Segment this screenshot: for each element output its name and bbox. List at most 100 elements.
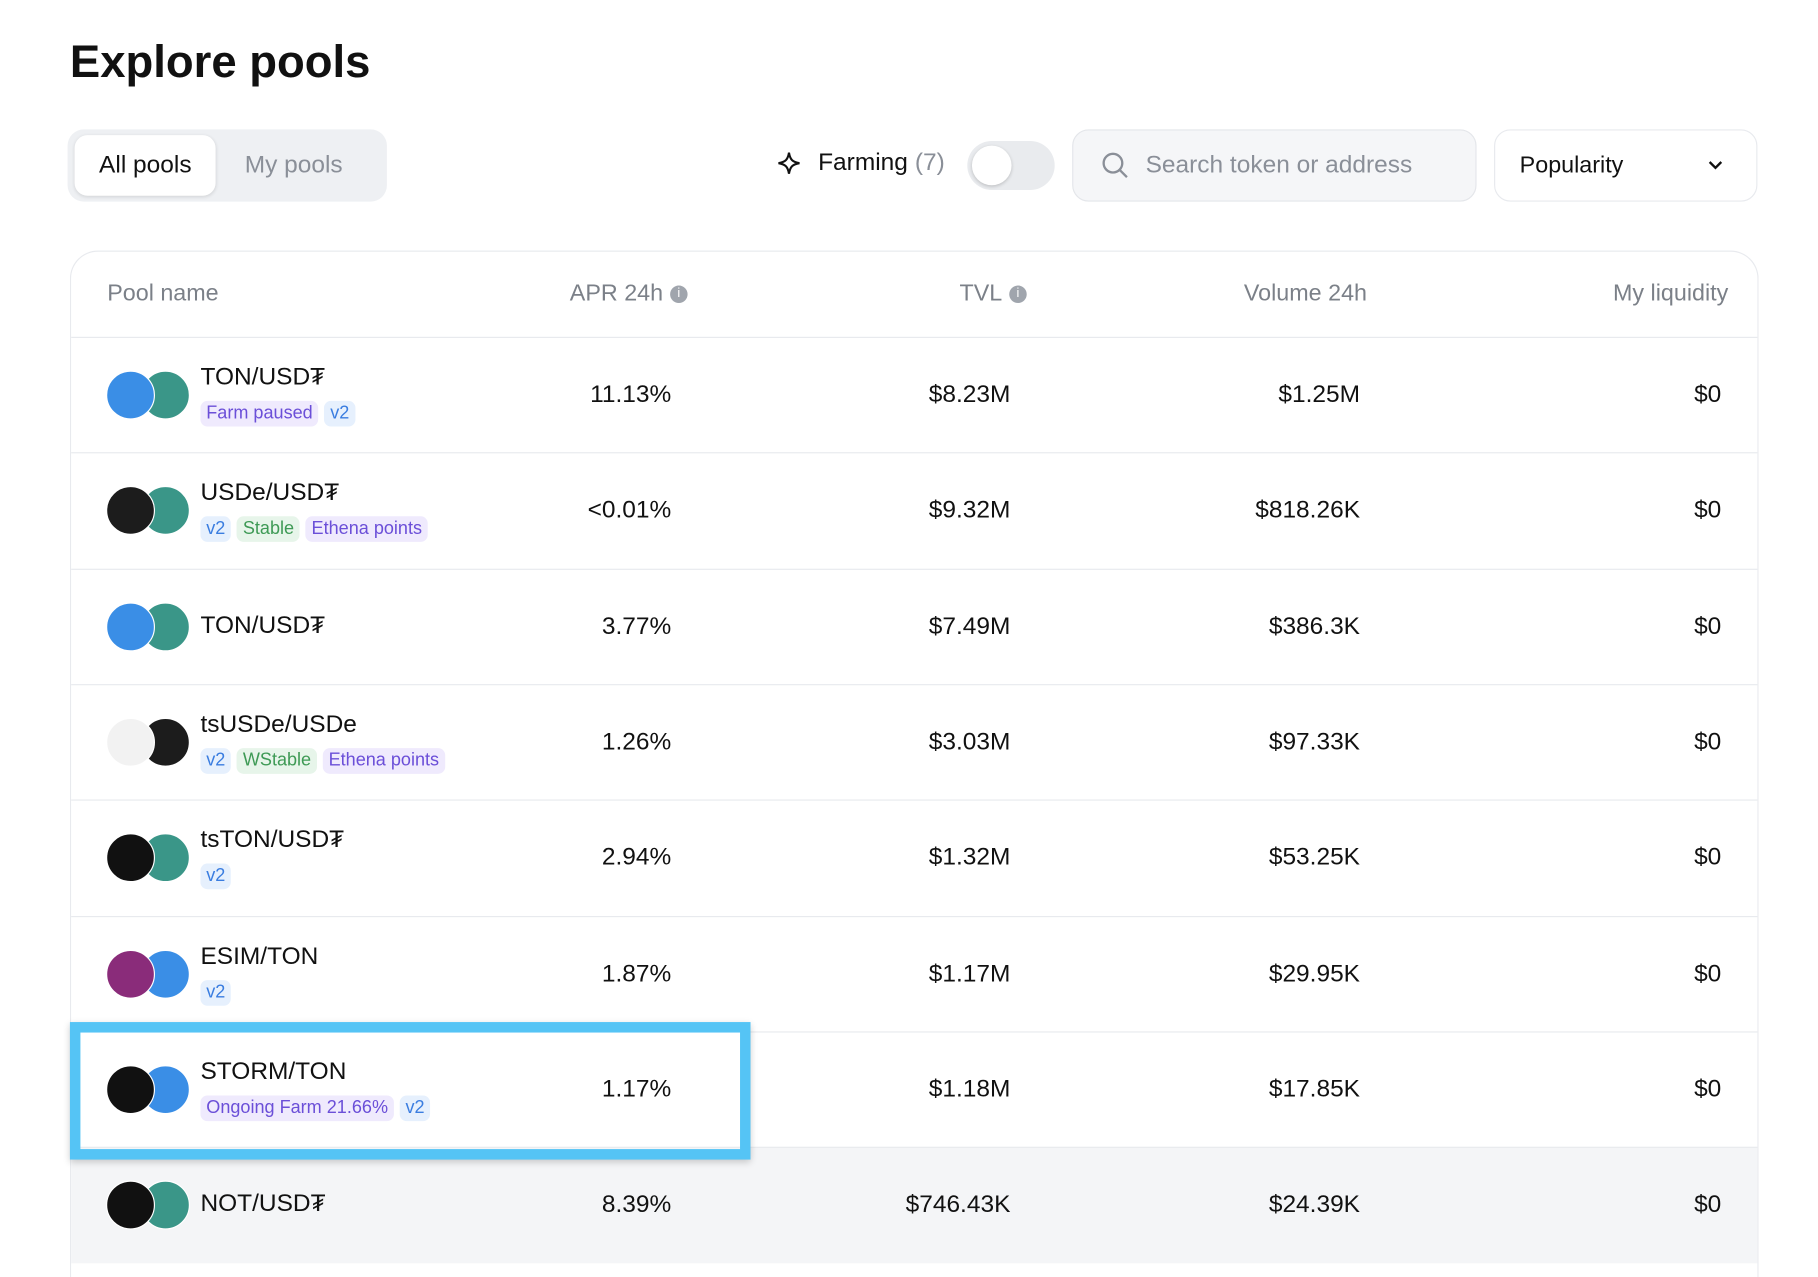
pool-name: TON/USD₮ (200, 363, 326, 391)
tvl-value: $8.23M (928, 381, 1011, 408)
tag: Farm paused (200, 400, 319, 427)
tag-list: v2 (200, 863, 232, 890)
search-icon (1102, 152, 1128, 178)
column-label: Volume 24h (1243, 280, 1368, 307)
info-icon[interactable]: i (1009, 285, 1027, 304)
tvl-value: $1.18M (928, 1075, 1011, 1103)
apr-value: 1.87% (601, 959, 672, 987)
tab[interactable]: All pools (74, 135, 217, 196)
tag-list: v2 WStable Ethena points (200, 748, 445, 774)
tag: v2 (200, 516, 232, 543)
token-icon (106, 486, 155, 536)
farming-label: Farming (818, 149, 908, 176)
tab[interactable]: My pools (244, 151, 343, 179)
token-icon (106, 1064, 155, 1114)
apr-value: 3.77% (601, 612, 672, 640)
tag: Ethena points (322, 748, 445, 774)
search-placeholder: Search token or address (1145, 151, 1413, 179)
page-title: Explore pools (69, 37, 371, 88)
sort-label: Popularity (1519, 152, 1624, 179)
liquidity-value: $0 (1694, 959, 1722, 987)
tag-list: v2 (200, 979, 232, 1006)
liquidity-value: $0 (1694, 381, 1722, 408)
liquidity-value: $0 (1694, 843, 1722, 871)
column-header[interactable]: TVL i (959, 280, 1027, 308)
volume-value: $29.95K (1268, 959, 1361, 987)
tag: Stable (237, 516, 300, 543)
column-header[interactable]: APR 24h i (570, 281, 688, 308)
token-icon (106, 717, 155, 767)
pool-row[interactable]: tsUSDe/USDe v2 WStable Ethena points 1.26% $3… (71, 683, 1758, 801)
pool-name: TON/USD₮ (200, 611, 326, 639)
info-icon[interactable]: i (670, 285, 688, 304)
pool-row[interactable]: TON/USD₮ Farm paused v2 11.13% $8.23M $1.25M $… (71, 336, 1758, 454)
tabs: All pools My pools (67, 129, 387, 202)
tvl-value: $9.32M (928, 496, 1011, 524)
tag-list: Ongoing Farm 21.66% v2 (200, 1095, 431, 1121)
pool-name: tsUSDe/USDe (200, 710, 357, 738)
liquidity-value: $0 (1694, 1075, 1722, 1103)
tag: v2 (324, 400, 356, 427)
pool-name: STORM/TON (200, 1057, 347, 1085)
sparkle-icon (778, 152, 800, 174)
column-header[interactable]: Volume 24h (1244, 281, 1367, 308)
apr-value: 2.94% (601, 843, 672, 871)
apr-value: <0.01% (587, 496, 672, 524)
search-box[interactable]: Search token or address (1072, 129, 1477, 202)
tvl-value: $1.17M (928, 959, 1011, 987)
tag-list: v2 Stable Ethena points (200, 516, 428, 543)
token-icon (106, 1180, 155, 1230)
tvl-value: $7.49M (928, 612, 1011, 640)
liquidity-value: $0 (1694, 496, 1722, 524)
pools-table: Pool name APR 24h i TVL i Volume 24h My liquid… (69, 250, 1759, 1277)
tvl-value: $746.43K (905, 1191, 1011, 1218)
chevron (1708, 161, 1723, 170)
token-icon (106, 949, 155, 999)
volume-value: $818.26K (1255, 496, 1361, 524)
apr-value: 1.26% (601, 728, 672, 756)
pool-row[interactable]: ESIM/TON v2 1.87% $1.17M $29.95K $0 (71, 915, 1758, 1032)
token-icon (106, 370, 155, 420)
tag: Ongoing Farm 21.66% (200, 1095, 394, 1121)
pool-row[interactable]: TON/USD₮ 3.77% $7.49M $386.3K $0 (71, 568, 1758, 685)
pool-name: USDe/USD₮ (200, 479, 340, 507)
pool-row[interactable]: tsTON/USD₮ v2 2.94% $1.32M $53.25K $0 (71, 799, 1758, 917)
column-label: Pool name (107, 280, 219, 307)
highlight-box (69, 1021, 751, 1160)
farming-filter[interactable]: Farming (7) (776, 149, 945, 177)
tag: v2 (200, 863, 232, 890)
sort-dropdown[interactable]: Popularity (1494, 129, 1758, 202)
farming-toggle[interactable] (967, 141, 1055, 190)
volume-value: $17.85K (1268, 1075, 1361, 1103)
liquidity-value: $0 (1694, 728, 1722, 756)
volume-value: $53.25K (1268, 843, 1361, 871)
volume-value: $1.25M (1278, 381, 1361, 408)
pool-name: ESIM/TON (200, 942, 319, 970)
pool-row[interactable]: USDe/USD₮ v2 Stable Ethena points <0.01% $9.3… (71, 452, 1758, 570)
tvl-value: $1.32M (928, 843, 1011, 871)
apr-value: 8.39% (601, 1191, 672, 1218)
apr-value: 1.17% (601, 1075, 672, 1103)
liquidity-value: $0 (1694, 1191, 1722, 1218)
pool-name: tsTON/USD₮ (200, 826, 345, 854)
farming-count: (7) (914, 149, 945, 176)
tag: v2 (200, 979, 232, 1006)
column-label: TVL (959, 280, 1003, 307)
column-header[interactable]: My liquidity (1613, 281, 1728, 308)
tag: WStable (237, 748, 317, 774)
column-header[interactable]: Pool name (107, 281, 218, 308)
volume-value: $97.33K (1268, 728, 1361, 756)
tag: v2 (399, 1095, 431, 1121)
tvl-value: $3.03M (928, 728, 1011, 756)
volume-value: $24.39K (1268, 1191, 1361, 1218)
tag-list: Farm paused v2 (200, 400, 356, 427)
apr-value: 11.13% (590, 381, 672, 408)
column-label: My liquidity (1613, 280, 1729, 307)
pool-row[interactable]: NOT/USD₮ 8.39% $746.43K $24.39K $0 (71, 1146, 1758, 1264)
pool-row[interactable]: STORM/TON Ongoing Farm 21.66% v2 1.17% $1.18… (71, 1031, 1758, 1148)
tag: Ethena points (305, 516, 428, 543)
column-label: APR 24h (569, 280, 664, 307)
pool-name: NOT/USD₮ (200, 1189, 326, 1217)
